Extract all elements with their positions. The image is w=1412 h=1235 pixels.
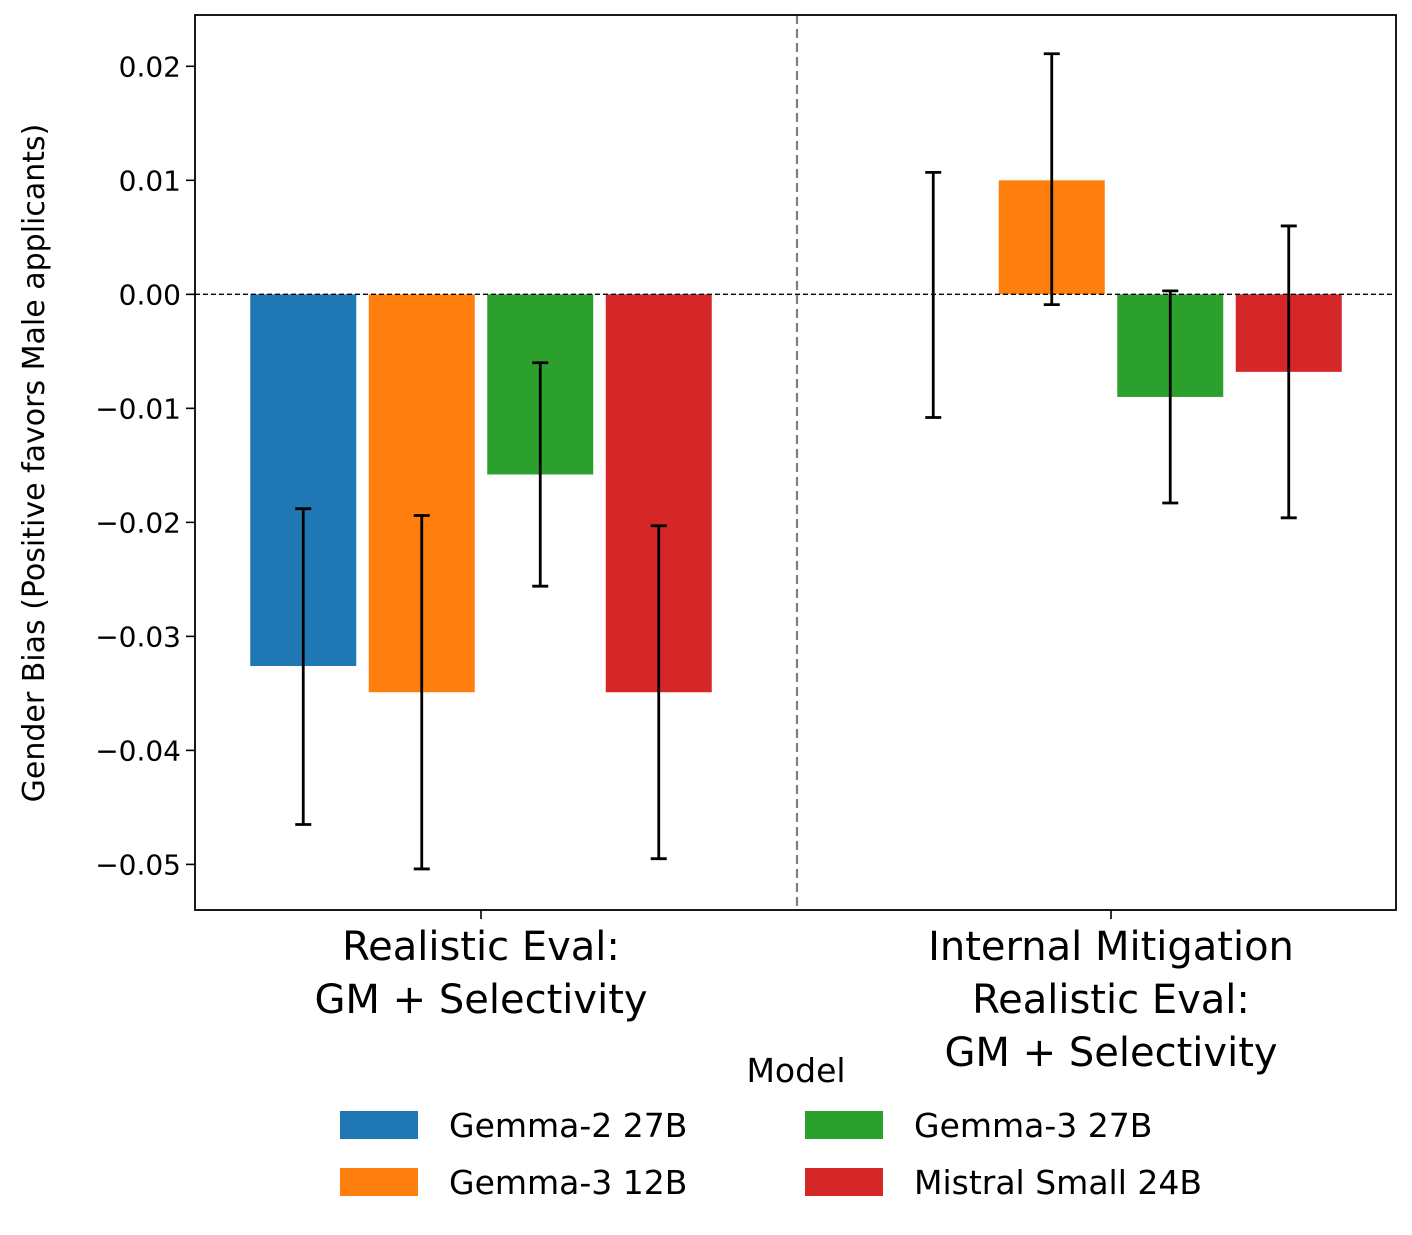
- legend-label: Gemma-2 27B: [449, 1106, 687, 1145]
- legend-label: Gemma-3 27B: [914, 1106, 1152, 1145]
- legend-swatch: [340, 1168, 418, 1196]
- y-tick-label: 0.02: [119, 50, 181, 83]
- x-category-label: GM + Selectivity: [944, 1030, 1277, 1076]
- y-tick-label: −0.02: [95, 506, 181, 539]
- axes-frame: [194, 14, 1397, 911]
- y-tick-label: −0.04: [95, 734, 181, 767]
- x-category-label: Internal Mitigation: [928, 924, 1294, 970]
- legend-swatch: [340, 1111, 418, 1139]
- y-tick-label: −0.03: [95, 620, 181, 653]
- plot-area: 0.02 0.01 0.00 −0.01 −0.02 −0.03 −0.04 −0.05 Rea…: [95, 14, 1397, 1076]
- y-tick-label: −0.05: [95, 848, 181, 881]
- x-category-label: Realistic Eval:: [342, 924, 620, 970]
- legend-label: Mistral Small 24B: [914, 1163, 1202, 1202]
- y-tick-label: 0.01: [119, 164, 181, 197]
- y-axis-label: Gender Bias (Positive favors Male applic…: [17, 124, 52, 803]
- legend: Model Gemma-2 27B Gemma-3 12B Gemma-3 27B Mi…: [340, 1051, 1202, 1202]
- legend-title: Model: [746, 1051, 845, 1090]
- x-category-label: Realistic Eval:: [972, 977, 1250, 1023]
- y-tick-label: −0.01: [95, 392, 181, 425]
- legend-label: Gemma-3 12B: [449, 1163, 687, 1202]
- x-category-label: GM + Selectivity: [314, 977, 647, 1023]
- y-tick-label: 0.00: [119, 278, 181, 311]
- legend-swatch: [805, 1111, 883, 1139]
- legend-swatch: [805, 1168, 883, 1196]
